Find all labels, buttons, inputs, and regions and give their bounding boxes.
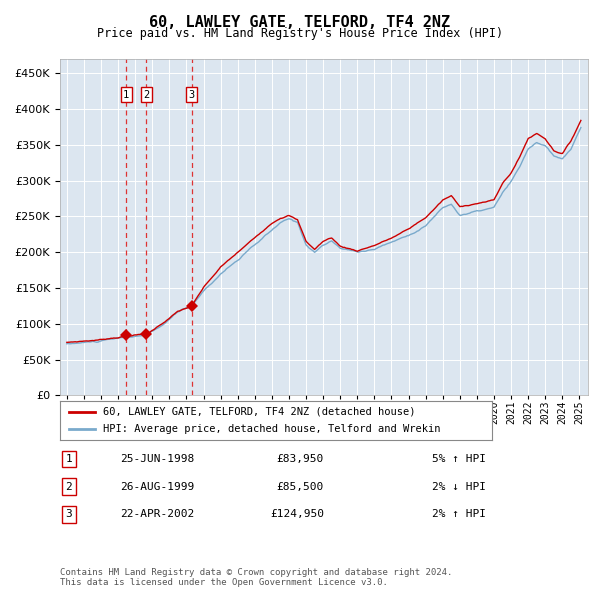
Text: 3: 3 <box>65 510 73 519</box>
Text: 2: 2 <box>143 90 149 100</box>
Text: 25-JUN-1998: 25-JUN-1998 <box>120 454 194 464</box>
Text: 1: 1 <box>65 454 73 464</box>
Text: 60, LAWLEY GATE, TELFORD, TF4 2NZ (detached house): 60, LAWLEY GATE, TELFORD, TF4 2NZ (detac… <box>103 407 416 417</box>
Text: £124,950: £124,950 <box>270 510 324 519</box>
Text: HPI: Average price, detached house, Telford and Wrekin: HPI: Average price, detached house, Telf… <box>103 424 440 434</box>
Text: 5% ↑ HPI: 5% ↑ HPI <box>432 454 486 464</box>
Text: 60, LAWLEY GATE, TELFORD, TF4 2NZ: 60, LAWLEY GATE, TELFORD, TF4 2NZ <box>149 15 451 30</box>
Text: 2% ↑ HPI: 2% ↑ HPI <box>432 510 486 519</box>
Text: 1: 1 <box>123 90 130 100</box>
Text: 26-AUG-1999: 26-AUG-1999 <box>120 482 194 491</box>
Text: £83,950: £83,950 <box>277 454 324 464</box>
Text: Price paid vs. HM Land Registry's House Price Index (HPI): Price paid vs. HM Land Registry's House … <box>97 27 503 40</box>
Text: 2: 2 <box>65 482 73 491</box>
Text: 22-APR-2002: 22-APR-2002 <box>120 510 194 519</box>
Text: Contains HM Land Registry data © Crown copyright and database right 2024.
This d: Contains HM Land Registry data © Crown c… <box>60 568 452 587</box>
Text: £85,500: £85,500 <box>277 482 324 491</box>
Text: 2% ↓ HPI: 2% ↓ HPI <box>432 482 486 491</box>
Text: 3: 3 <box>188 90 195 100</box>
